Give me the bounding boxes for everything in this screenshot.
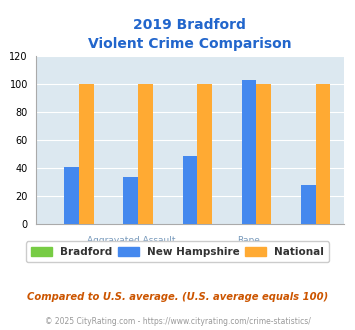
Bar xyxy=(242,80,256,224)
Text: Aggravated Assault: Aggravated Assault xyxy=(87,236,175,245)
Text: © 2025 CityRating.com - https://www.cityrating.com/crime-statistics/: © 2025 CityRating.com - https://www.city… xyxy=(45,317,310,326)
Text: Robbery: Robbery xyxy=(289,246,327,255)
Bar xyxy=(64,167,79,224)
Bar xyxy=(79,84,94,224)
Bar xyxy=(316,84,330,224)
Text: Murder & Mans...: Murder & Mans... xyxy=(151,246,229,255)
Bar xyxy=(138,84,153,224)
Title: 2019 Bradford
Violent Crime Comparison: 2019 Bradford Violent Crime Comparison xyxy=(88,18,292,51)
Bar xyxy=(301,185,316,224)
Legend: Bradford, New Hampshire, National: Bradford, New Hampshire, National xyxy=(26,242,329,262)
Bar xyxy=(182,156,197,224)
Bar xyxy=(124,177,138,224)
Bar xyxy=(197,84,212,224)
Bar xyxy=(256,84,271,224)
Text: Rape: Rape xyxy=(237,236,261,245)
Text: All Violent Crime: All Violent Crime xyxy=(34,246,110,255)
Text: Compared to U.S. average. (U.S. average equals 100): Compared to U.S. average. (U.S. average … xyxy=(27,292,328,302)
